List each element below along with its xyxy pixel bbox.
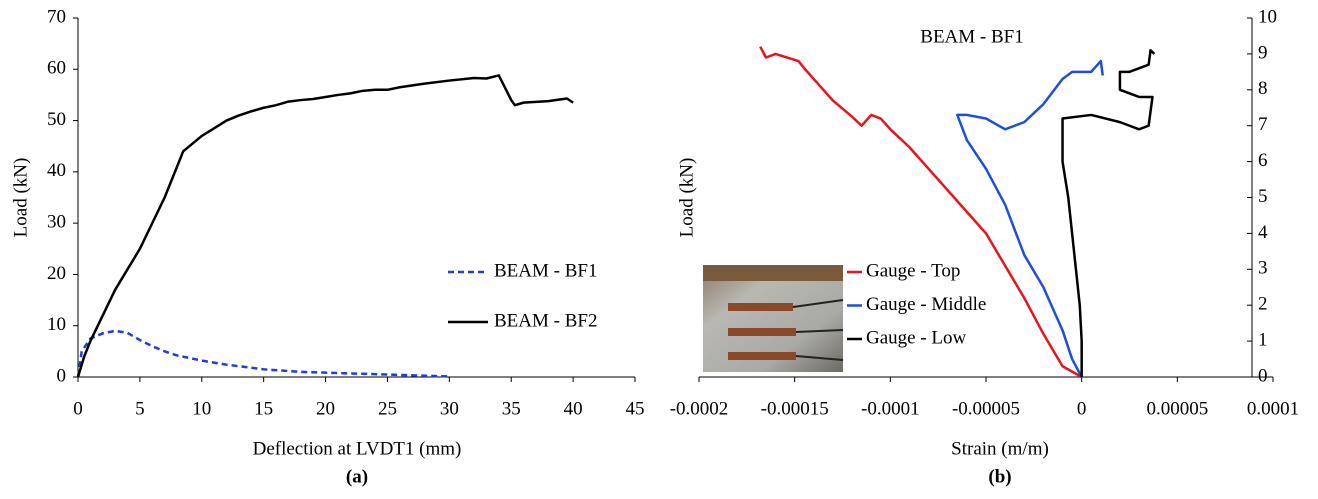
legend-label: BEAM - BF1: [494, 260, 597, 281]
x-tick-label: 20: [316, 398, 335, 419]
y-tick-label: 60: [47, 58, 66, 79]
x-tick-label: 45: [626, 398, 645, 419]
x-axis-label: Deflection at LVDT1 (mm): [253, 438, 462, 459]
y-axis-label: Load (kN): [10, 158, 31, 238]
x-tick-label: 10: [192, 398, 211, 419]
legend-label: BEAM - BF2: [494, 310, 597, 331]
x-axis-label: Strain (m/m): [951, 438, 1049, 459]
x-tick-label: 30: [440, 398, 459, 419]
x-tick-label: 40: [564, 398, 583, 419]
y-tick-label: 40: [47, 160, 66, 181]
series-line: [76, 74, 574, 378]
series-line: [1061, 49, 1156, 377]
x-tick-label: 0.0001: [1247, 398, 1299, 419]
x-tick-label: -0.0002: [670, 398, 729, 419]
y-tick-label: 10: [47, 314, 66, 335]
x-tick-label: 0.00005: [1146, 398, 1208, 419]
y-tick-label: 8: [1258, 78, 1268, 99]
x-tick-label: 0: [73, 398, 83, 419]
y-tick-label: 10: [1258, 6, 1277, 27]
inset-photo: [703, 265, 844, 372]
caption: (b): [988, 466, 1011, 487]
x-tick-label: 35: [502, 398, 521, 419]
legend-label: Gauge - Middle: [866, 294, 986, 315]
caption: (a): [346, 466, 368, 487]
y-tick-label: 4: [1258, 222, 1268, 243]
y-tick-label: 3: [1258, 258, 1268, 279]
y-tick-label: 0: [1258, 365, 1268, 386]
x-tick-label: 0: [1077, 398, 1087, 419]
y-axis-label: Load (kN): [676, 158, 697, 238]
x-tick-label: -0.0001: [861, 398, 920, 419]
y-tick-label: 9: [1258, 42, 1268, 63]
y-tick-label: 30: [47, 212, 66, 233]
y-tick-label: 50: [47, 109, 66, 130]
x-tick-label: -0.00005: [952, 398, 1020, 419]
y-tick-label: 7: [1258, 114, 1268, 135]
x-tick-label: 5: [135, 398, 145, 419]
series-line: [76, 329, 450, 378]
x-tick-label: 25: [378, 398, 397, 419]
series-line: [956, 59, 1104, 378]
y-tick-label: 20: [47, 263, 66, 284]
legend-label: Gauge - Low: [866, 327, 967, 348]
chart-title: BEAM - BF1: [920, 26, 1023, 47]
legend-label: Gauge - Top: [866, 260, 960, 281]
y-tick-label: 5: [1258, 186, 1268, 207]
y-tick-label: 6: [1258, 150, 1268, 171]
x-tick-label: -0.00015: [761, 398, 829, 419]
x-tick-label: 15: [254, 398, 273, 419]
y-tick-label: 0: [57, 365, 67, 386]
y-tick-label: 1: [1258, 329, 1268, 350]
y-tick-label: 70: [47, 6, 66, 27]
series-line: [759, 46, 1083, 379]
y-tick-label: 2: [1258, 294, 1268, 315]
